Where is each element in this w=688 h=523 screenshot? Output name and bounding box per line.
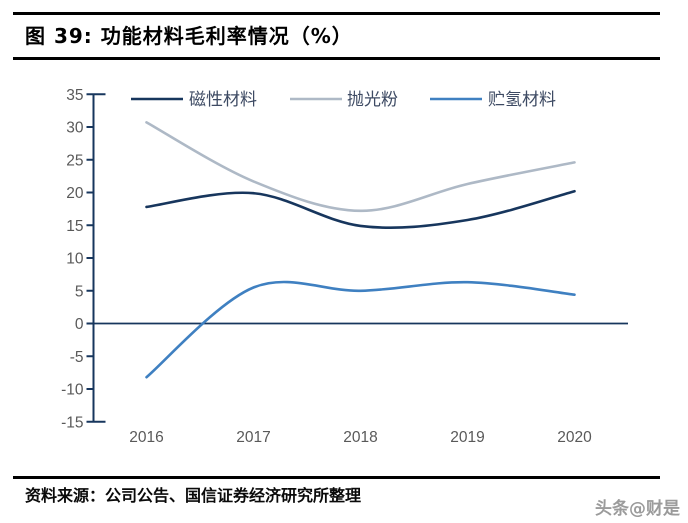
legend-label-0: 磁性材料 [189, 90, 257, 110]
source-note: 资料来源：公司公告、国信证券经济研究所整理 [25, 486, 362, 505]
y-tick-label: 10 [66, 251, 84, 268]
y-tick-label: -10 [61, 382, 84, 399]
title-top-rule [13, 12, 660, 15]
y-tick-label: 15 [66, 218, 83, 235]
watermark: 头条@财是 [595, 499, 680, 519]
y-tick-label: -5 [70, 349, 84, 366]
source-top-rule [13, 476, 660, 479]
legend-label-1: 抛光粉 [347, 90, 398, 110]
series-line-0 [145, 189, 576, 230]
figure-title: 图 39: 功能材料毛利率情况（%） [25, 24, 353, 48]
x-tick-label: 2016 [129, 429, 163, 446]
x-tick-label: 2019 [450, 429, 484, 446]
series-line-2 [145, 280, 576, 379]
title-bottom-rule [13, 57, 660, 60]
y-tick-label: 5 [75, 283, 84, 300]
x-tick-label: 2017 [236, 429, 270, 446]
series-line-1 [145, 121, 576, 213]
chart-area: 35 30 25 20 15 10 5 0 -5 -10 -15 2016 2017 2018 2019 20… [0, 80, 688, 460]
line-chart: 35 30 25 20 15 10 5 0 -5 -10 -15 2016 2017 2018 2019 20… [61, 87, 628, 446]
y-tick-label: 0 [75, 316, 84, 333]
y-tick-label: 30 [66, 120, 84, 137]
y-tick-label: 25 [66, 152, 83, 169]
y-tick-label: -15 [61, 414, 83, 431]
x-tick-label: 2020 [557, 429, 592, 446]
x-tick-label: 2018 [343, 429, 377, 446]
legend-label-2: 贮氢材料 [488, 90, 556, 110]
y-tick-label: 20 [66, 185, 84, 202]
y-tick-label: 35 [66, 87, 83, 104]
